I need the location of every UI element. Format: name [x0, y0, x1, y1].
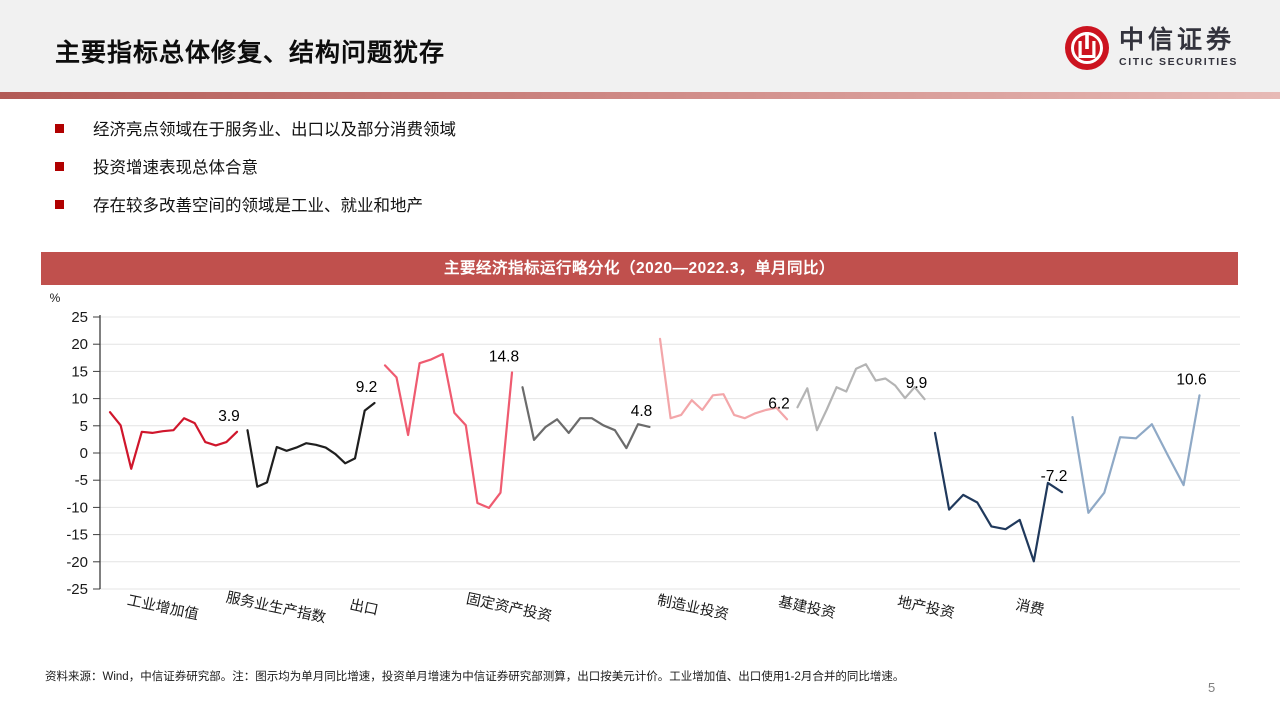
- svg-text:-5: -5: [75, 472, 88, 489]
- svg-text:10: 10: [71, 391, 88, 408]
- svg-text:4.8: 4.8: [631, 403, 653, 420]
- svg-text:20: 20: [71, 336, 88, 353]
- svg-text:服务业生产指数: 服务业生产指数: [225, 589, 328, 627]
- citic-logo-icon: [1065, 26, 1110, 70]
- svg-text:固定资产投资: 固定资产投资: [465, 590, 554, 625]
- svg-text:基建投资: 基建投资: [777, 593, 837, 622]
- svg-text:-7.2: -7.2: [1041, 468, 1068, 485]
- page-title: 主要指标总体修复、结构问题犹存: [55, 39, 446, 67]
- bullet-square-icon: [55, 199, 64, 209]
- svg-text:-20: -20: [66, 554, 88, 571]
- logo-name-en: CITIC SECURITIES: [1119, 56, 1238, 69]
- bullet-list: 经济亮点领域在于服务业、出口以及部分消费领域 投资增速表现总体合意 存在较多改善…: [55, 119, 456, 233]
- svg-text:5: 5: [80, 418, 88, 435]
- source-note: 资料来源：Wind，中信证券研究部。注：图示均为单月同比增速，投资单月增速为中信…: [45, 671, 905, 683]
- bullet-item: 存在较多改善空间的领域是工业、就业和地产: [55, 195, 456, 215]
- svg-text:制造业投资: 制造业投资: [656, 592, 730, 624]
- bullet-square-icon: [55, 123, 64, 133]
- svg-text:6.2: 6.2: [768, 395, 790, 412]
- svg-text:9.9: 9.9: [906, 375, 928, 392]
- header-divider: [0, 92, 1280, 99]
- svg-text:出口: 出口: [348, 596, 380, 619]
- svg-text:25: 25: [71, 309, 88, 326]
- page-number: 5: [1208, 680, 1216, 695]
- svg-text:15: 15: [71, 363, 88, 380]
- svg-text:14.8: 14.8: [489, 348, 519, 365]
- svg-text:9.2: 9.2: [356, 379, 378, 396]
- slide-header: 主要指标总体修复、结构问题犹存 中信证券 CITIC SECURITIES: [0, 0, 1280, 92]
- svg-text:-10: -10: [66, 499, 88, 516]
- svg-text:消费: 消费: [1014, 596, 1046, 619]
- svg-text:3.9: 3.9: [218, 408, 240, 425]
- bullet-text: 存在较多改善空间的领域是工业、就业和地产: [93, 197, 423, 215]
- bullet-item: 投资增速表现总体合意: [55, 157, 456, 177]
- citic-logo-text: 中信证券 CITIC SECURITIES: [1119, 28, 1238, 68]
- bullet-text: 经济亮点领域在于服务业、出口以及部分消费领域: [93, 121, 456, 139]
- svg-text:工业增加值: 工业增加值: [126, 592, 200, 624]
- svg-text:10.6: 10.6: [1176, 371, 1206, 388]
- bullet-item: 经济亮点领域在于服务业、出口以及部分消费领域: [55, 119, 456, 139]
- citic-logo: 中信证券 CITIC SECURITIES: [1064, 20, 1238, 76]
- chart-title: 主要经济指标运行略分化（2020—2022.3，单月同比）: [444, 260, 835, 277]
- svg-text:-15: -15: [66, 527, 88, 544]
- svg-text:%: %: [50, 291, 61, 305]
- svg-text:-25: -25: [66, 581, 88, 598]
- chart-title-banner: 主要经济指标运行略分化（2020—2022.3，单月同比）: [41, 252, 1238, 285]
- bullet-text: 投资增速表现总体合意: [93, 159, 258, 177]
- bullet-square-icon: [55, 161, 64, 171]
- svg-text:地产投资: 地产投资: [896, 593, 956, 622]
- logo-name-cn: 中信证券: [1119, 27, 1236, 55]
- svg-text:0: 0: [80, 445, 88, 462]
